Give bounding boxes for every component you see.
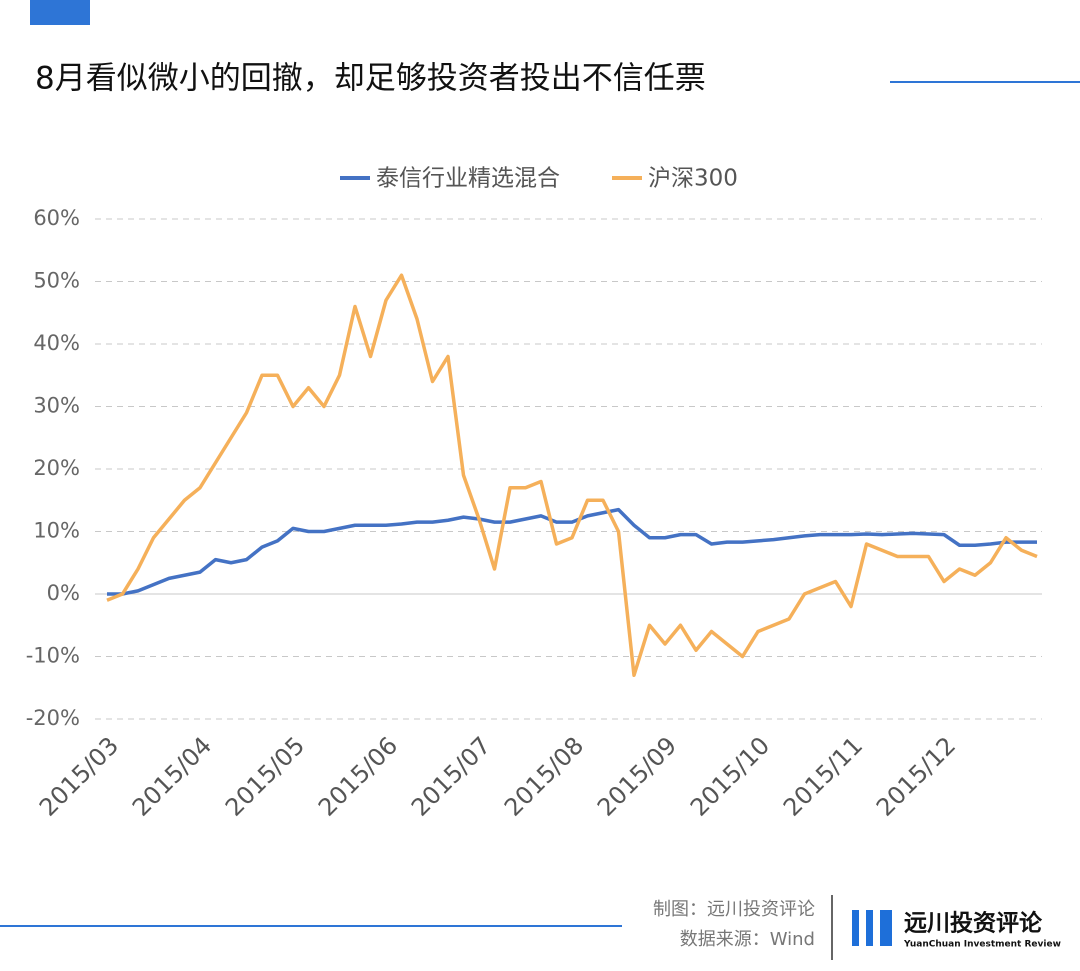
brand-en: YuanChuan Investment Review	[903, 940, 1061, 950]
y-tick-label: 50%	[33, 269, 80, 293]
x-tick-label: 2015/07	[406, 731, 496, 821]
x-tick-label: 2015/04	[127, 731, 217, 821]
header-bar	[30, 0, 90, 25]
y-tick-label: 10%	[33, 519, 80, 543]
brand: 远川投资评论	[904, 910, 1043, 937]
y-tick-label: 40%	[33, 331, 80, 355]
y-tick-label: -20%	[26, 706, 80, 730]
x-tick-label: 2015/12	[871, 731, 961, 821]
y-tick-label: 60%	[33, 206, 80, 230]
source: 数据来源：Wind	[680, 929, 815, 950]
y-tick-label: 30%	[33, 394, 80, 418]
chart-title: 8月看似微小的回撤，却足够投资者投出不信任票	[35, 61, 706, 97]
y-tick-label: -10%	[26, 644, 80, 668]
made-by: 制图：远川投资评论	[653, 899, 815, 920]
x-tick-label: 2015/03	[34, 731, 124, 821]
y-tick-label: 20%	[33, 456, 80, 480]
legend-label: 沪深300	[648, 166, 738, 192]
x-tick-label: 2015/06	[313, 731, 403, 821]
logo-icon	[852, 910, 892, 946]
series-line	[106, 273, 1038, 677]
series-line	[107, 507, 1037, 596]
x-tick-label: 2015/11	[778, 731, 868, 821]
x-tick-label: 2015/08	[499, 731, 589, 821]
x-tick-label: 2015/09	[592, 731, 682, 821]
x-tick-label: 2015/05	[220, 731, 310, 821]
y-tick-label: 0%	[47, 581, 80, 605]
x-tick-label: 2015/10	[685, 731, 775, 821]
legend-label: 泰信行业精选混合	[376, 166, 560, 192]
